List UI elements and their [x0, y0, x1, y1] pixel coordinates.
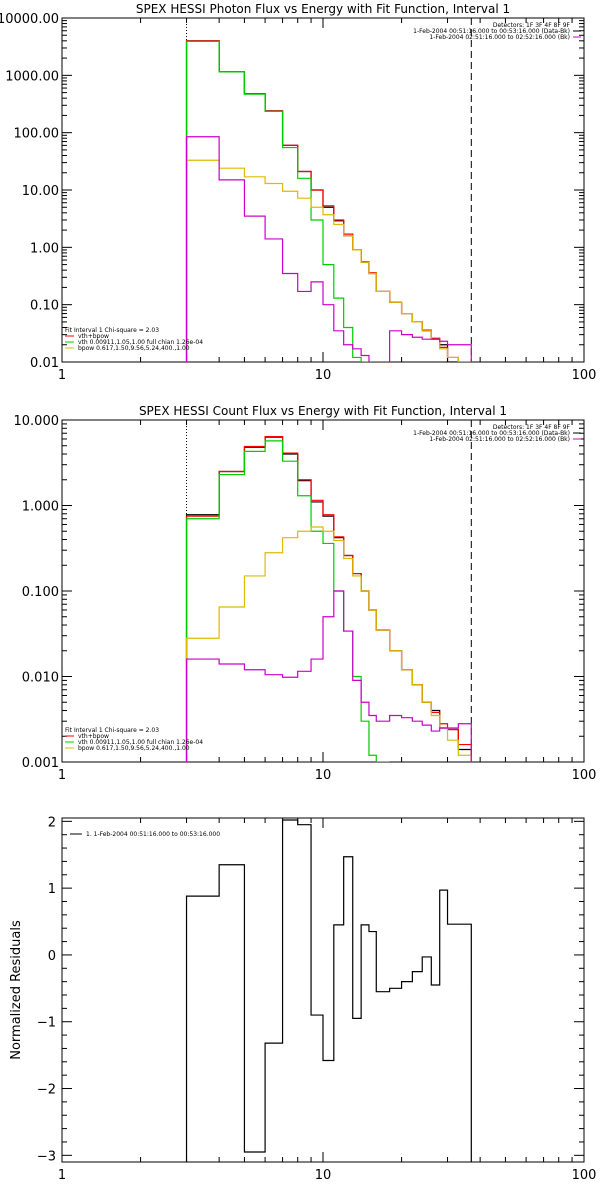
legend-bottom-left-text: vth+bpow [78, 333, 109, 340]
legend-text: 1. 1-Feb-2004 00:51:16.000 to 00:53:16.0… [86, 831, 220, 838]
legend-bottom-left-text: vth+bpow [78, 733, 109, 740]
y-tick-label: −1 [37, 1016, 56, 1031]
x-tick-label: 10 [315, 368, 332, 383]
y-tick-label: 0.10 [30, 299, 59, 314]
y-tick-label: 0.001 [22, 756, 59, 771]
y-tick-label: −3 [37, 1149, 56, 1164]
series-5-step-line [185, 590, 472, 762]
chart-panel-2: SPEX HESSI Count Flux vs Energy with Fit… [14, 404, 597, 783]
y-tick-label: 100.00 [14, 127, 60, 142]
x-tick-label: 1 [58, 1168, 66, 1183]
legend-bottom-left-text: Fit Interval 1 Chi-square = 2.03 [65, 327, 159, 334]
series-2-step-line [185, 40, 472, 362]
series-2-step-line [185, 435, 472, 762]
y-axis-label: Normalized Residuals [9, 920, 24, 1060]
x-tick-label: 10 [315, 768, 332, 783]
y-tick-label: 1000.00 [5, 69, 59, 84]
legend-top-right-text: 1-Feb-2004 02:51:16.000 to 02:52:16.000 … [429, 436, 570, 443]
x-tick-label: 1 [58, 368, 66, 383]
series-1-step-line [185, 436, 472, 762]
y-tick-label: 10000.00 [0, 12, 59, 27]
y-tick-label: 0.01 [30, 356, 59, 371]
x-tick-label: 1 [58, 768, 66, 783]
series-3-step-line [185, 40, 369, 362]
legend-top-right-text: Detectors: 1F 3F 4F 8F 9F [493, 424, 571, 431]
series-1-step-line [185, 40, 472, 362]
legend-bottom-left-text: bpow 0.617,1.50,9.56,5.24,400.,1.00 [78, 345, 190, 352]
x-tick-label: 10 [315, 1168, 332, 1183]
legend-bottom-left-text: bpow 0.617,1.50,9.56,5.24,400.,1.00 [78, 745, 190, 752]
legend-bottom-left-text: vth 0.00911,1.05,1.00 full chian 1.26e-0… [78, 339, 203, 346]
y-tick-label: 2 [48, 815, 56, 830]
legend-top-right-text: 1-Feb-2004 00:51:16.000 to 00:53:16.000 … [413, 430, 570, 437]
legend-top-right-text: 1-Feb-2004 00:51:16.000 to 00:53:16.000 … [413, 28, 570, 35]
y-tick-label: 0.010 [22, 671, 59, 686]
x-tick-label: 100 [572, 1168, 597, 1183]
chart-panel-3: 1 10 100 −3 −2 −1 0 1 2 Normalized Residuals 1. 1-… [9, 815, 596, 1183]
y-tick-label: 1 [48, 882, 56, 897]
chart-title: SPEX HESSI Photon Flux vs Energy with Fi… [136, 2, 510, 16]
y-tick-label: 10.000 [14, 414, 60, 429]
legend-bottom-left-text: vth 0.00911,1.05,1.00 full chian 1.26e-0… [78, 739, 203, 746]
y-tick-label: 10.00 [22, 184, 59, 199]
series-1-step-line [185, 819, 472, 1162]
series-3-step-line [185, 440, 390, 762]
chart-panel-1: SPEX HESSI Photon Flux vs Energy with Fi… [0, 2, 596, 383]
legend-top-right-text: 1-Feb-2004 02:51:16.000 to 02:52:16.000 … [429, 34, 570, 41]
y-tick-label: 1.000 [22, 500, 59, 515]
x-tick-label: 100 [572, 768, 597, 783]
y-tick-label: −2 [37, 1083, 56, 1098]
legend-bottom-left-text: Fit Interval 1 Chi-square = 2.03 [65, 727, 159, 734]
legend-top-right-text: Detectors: 1F 3F 4F 8F 9F [493, 22, 571, 29]
plot-frame [61, 817, 585, 1163]
series-4-step-line [185, 526, 472, 762]
y-tick-label: 1.00 [30, 241, 59, 256]
series-4-step-line [185, 159, 472, 362]
y-tick-label: 0 [48, 949, 56, 964]
plot-frame [61, 419, 585, 763]
y-tick-label: 0.100 [22, 585, 59, 600]
chart-title: SPEX HESSI Count Flux vs Energy with Fit… [139, 404, 507, 418]
x-tick-label: 100 [572, 368, 597, 383]
series-5-step-line [185, 136, 472, 362]
